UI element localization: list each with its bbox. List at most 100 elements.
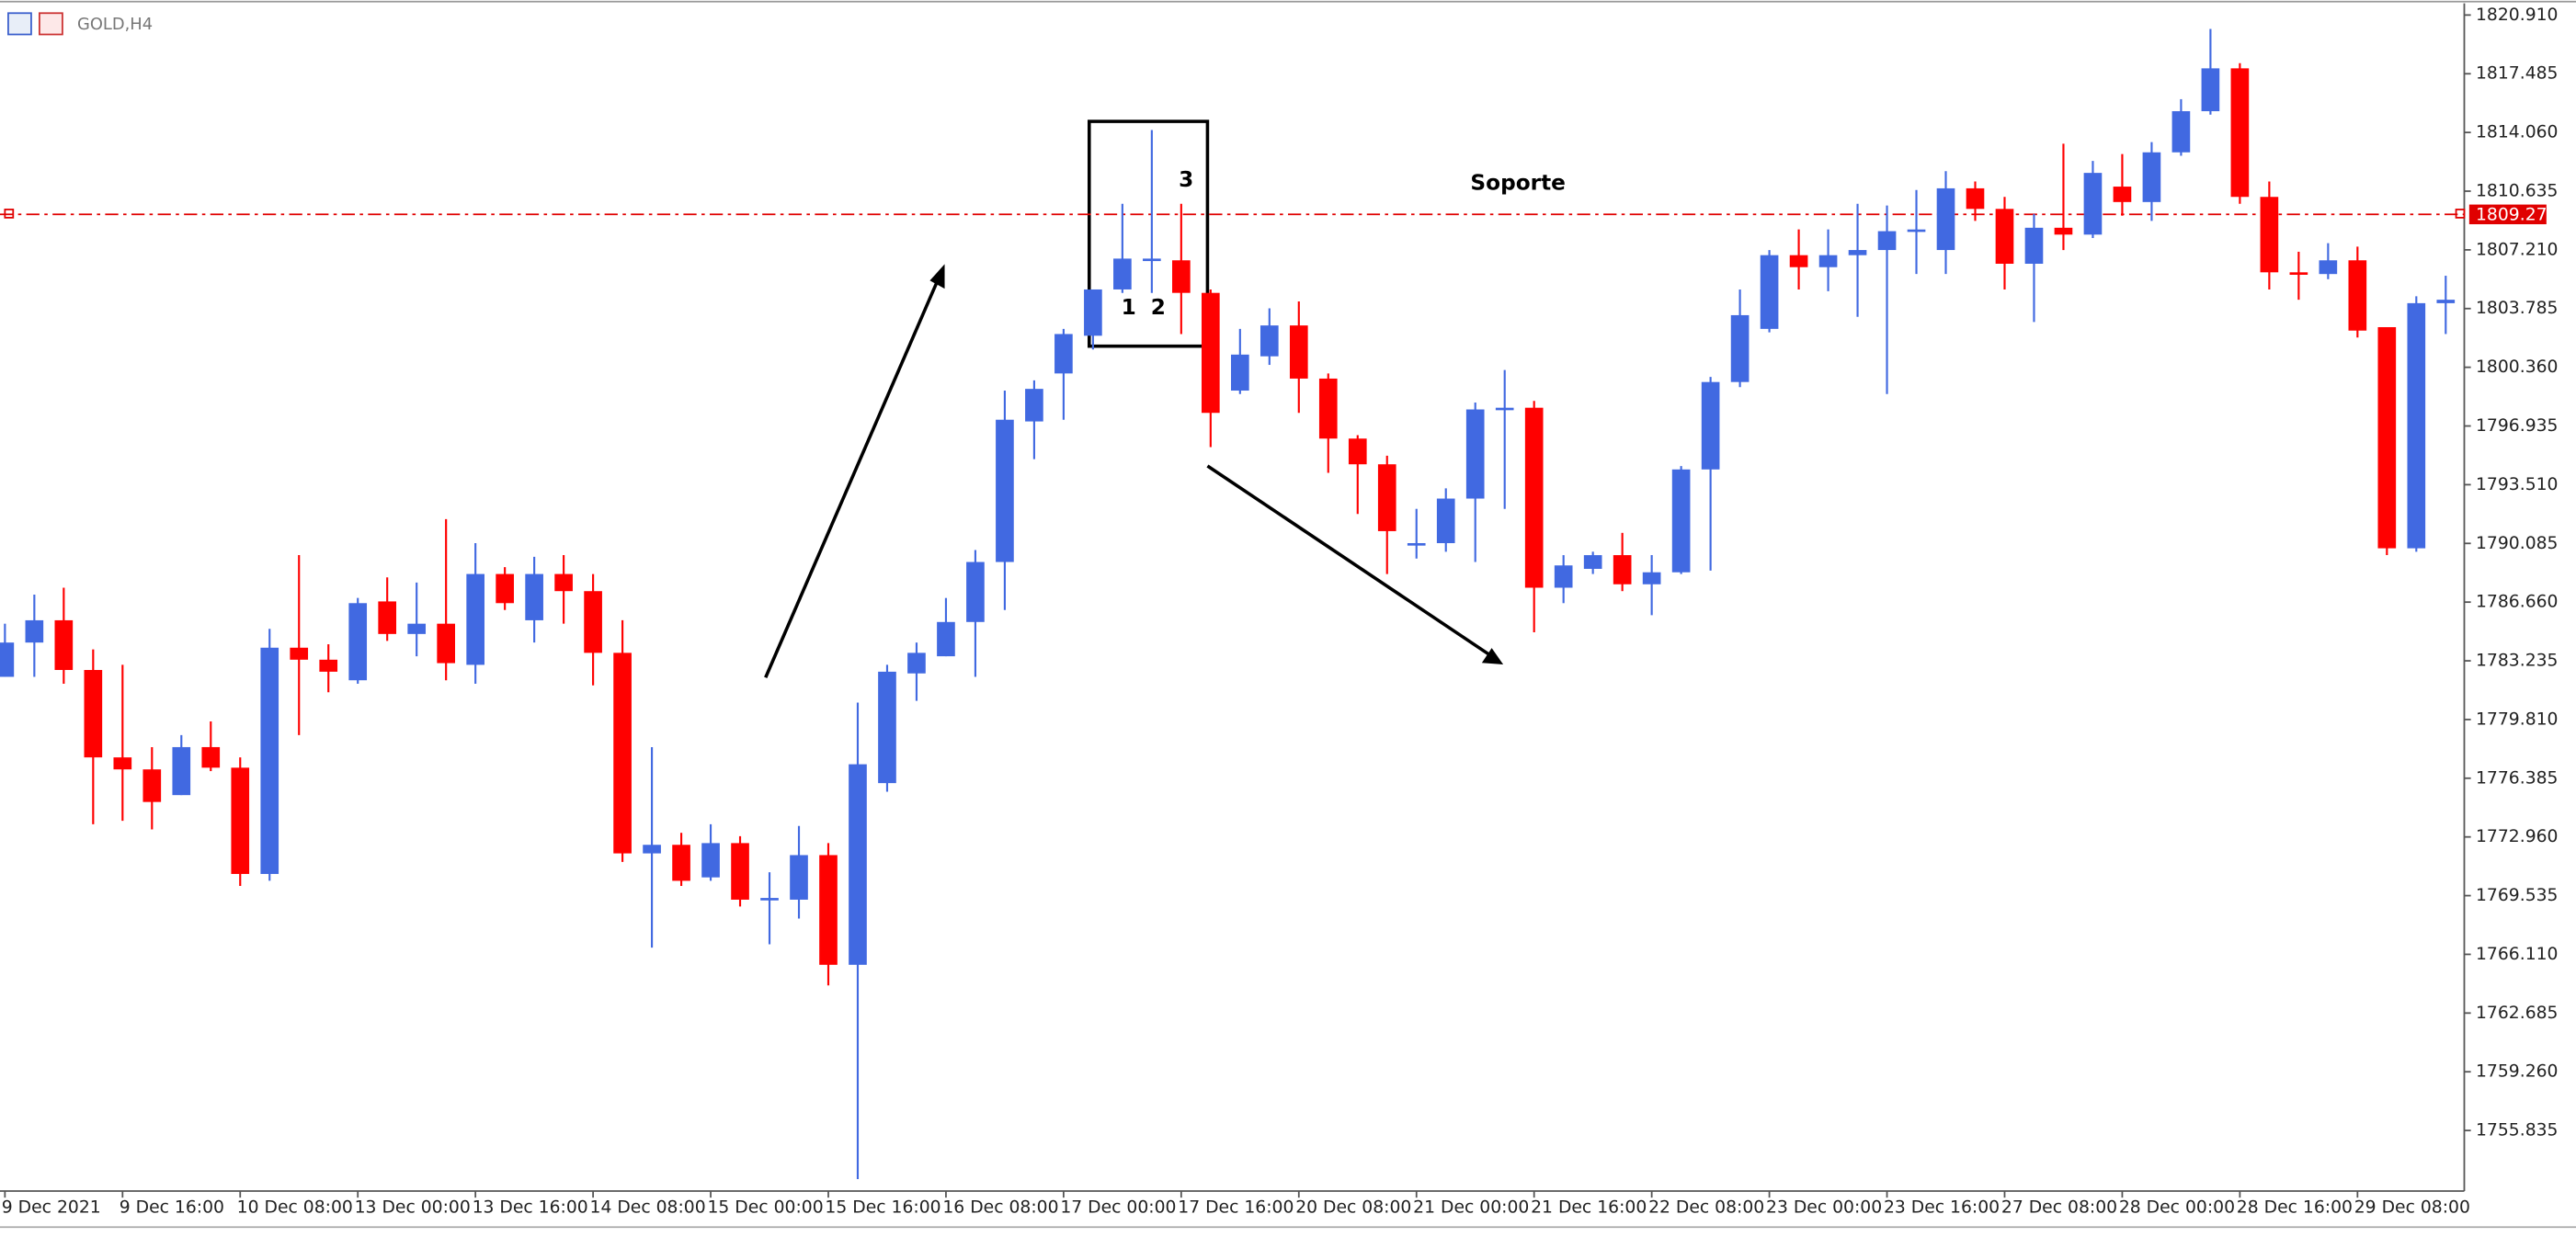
- candle-body: [1524, 407, 1544, 588]
- x-tick-label: 16 Dec 08:00: [942, 1197, 1058, 1217]
- candle-body: [201, 746, 221, 768]
- candle-body: [584, 591, 602, 653]
- y-tick-label: 1755.835: [2476, 1121, 2559, 1141]
- candle-body: [1995, 209, 2014, 264]
- candle-body: [790, 855, 808, 900]
- y-tick-label: 1783.235: [2476, 652, 2559, 671]
- candle-body: [1789, 255, 1808, 267]
- x-tick-label: 15 Dec 16:00: [825, 1197, 940, 1217]
- candle-body: [1613, 555, 1632, 584]
- candle-body: [1760, 255, 1779, 329]
- x-tick-label: 13 Dec 00:00: [355, 1197, 471, 1217]
- y-tick-label: 1766.110: [2476, 945, 2559, 964]
- candle-body: [1113, 258, 1132, 289]
- candle-body: [1202, 292, 1220, 414]
- candle-body: [2289, 272, 2308, 275]
- candle-body: [25, 619, 44, 643]
- candle-body: [2142, 152, 2161, 202]
- y-tick-label: 1793.510: [2476, 475, 2559, 494]
- y-tick-label: 1800.360: [2476, 357, 2559, 377]
- candle-body: [1671, 469, 1691, 573]
- candle-body: [731, 843, 749, 900]
- candle-body: [2113, 187, 2132, 202]
- candle-body: [672, 845, 690, 881]
- chart-icon[interactable]: [7, 12, 32, 36]
- x-tick-label: 21 Dec 16:00: [1531, 1197, 1647, 1217]
- candle-body: [1848, 250, 1867, 255]
- candle-body: [819, 855, 838, 965]
- candle-body: [1554, 565, 1573, 588]
- candle-body: [231, 767, 250, 874]
- candle-body: [1289, 325, 1308, 379]
- x-tick-label: 22 Dec 08:00: [1648, 1197, 1764, 1217]
- candle-body: [1230, 354, 1249, 392]
- candle-body: [260, 647, 279, 874]
- y-tick-label: 1772.960: [2476, 827, 2559, 846]
- candle-body: [1025, 389, 1043, 422]
- y-tick-label: 1759.260: [2476, 1062, 2559, 1082]
- support-marker: [2455, 209, 2466, 219]
- candle-body: [1495, 407, 1514, 411]
- x-tick-label: 29 Dec 08:00: [2354, 1197, 2470, 1217]
- x-tick-label: 14 Dec 08:00: [590, 1197, 706, 1217]
- x-tick-label: 13 Dec 16:00: [473, 1197, 588, 1217]
- candle-body: [2230, 68, 2250, 198]
- candle-body: [1730, 314, 1750, 382]
- candle-body: [1377, 464, 1396, 531]
- candle-body: [113, 757, 132, 770]
- support-marker: [4, 209, 15, 219]
- candle-body: [2260, 197, 2279, 273]
- candle-body: [613, 653, 632, 854]
- x-tick-label: 27 Dec 08:00: [2001, 1197, 2117, 1217]
- annotation: Soporte: [1470, 170, 1566, 195]
- trend-arrow: [1206, 464, 1493, 658]
- x-tick-label: 9 Dec 16:00: [120, 1197, 224, 1217]
- y-tick-label: 1776.385: [2476, 768, 2559, 788]
- candle-body: [1583, 555, 1602, 569]
- candle-body: [84, 670, 103, 758]
- x-tick-label: 20 Dec 08:00: [1295, 1197, 1411, 1217]
- candle-body: [1966, 187, 1985, 210]
- candle-body: [1907, 229, 1926, 233]
- y-tick-label: 1817.485: [2476, 64, 2559, 84]
- candle-body: [407, 623, 427, 634]
- x-tick-label: 10 Dec 08:00: [237, 1197, 353, 1217]
- candle-body: [466, 573, 484, 665]
- candle-body: [348, 603, 368, 681]
- candle-body: [1260, 325, 1279, 357]
- candle-body: [2054, 227, 2073, 235]
- y-tick-label: 1779.810: [2476, 709, 2559, 729]
- candle-body: [290, 647, 309, 660]
- chart-icon[interactable]: [38, 12, 63, 36]
- candle-body: [701, 843, 720, 878]
- candle-body: [2377, 326, 2397, 549]
- candle-body: [437, 623, 455, 664]
- candle-body: [1818, 255, 1838, 267]
- candle-body: [760, 898, 779, 901]
- candle-body: [907, 653, 926, 674]
- candle-body: [1407, 543, 1426, 546]
- candle-body: [1143, 258, 1161, 262]
- candle-body: [554, 573, 573, 592]
- candle-body: [378, 601, 397, 634]
- x-tick-label: 9 Dec 2021: [2, 1197, 101, 1217]
- y-tick-label: 1796.935: [2476, 416, 2559, 436]
- chart-title: GOLD,H4: [77, 15, 153, 34]
- arrow-head: [929, 264, 945, 289]
- y-tick-label: 1814.060: [2476, 123, 2559, 142]
- arrow-head: [1481, 648, 1504, 664]
- candle-body: [54, 619, 74, 671]
- candle-body: [1465, 409, 1485, 499]
- candle-body: [1318, 378, 1338, 439]
- y-tick-label: 1803.785: [2476, 299, 2559, 318]
- candle-body: [2348, 260, 2367, 331]
- candle-body: [1348, 438, 1367, 465]
- candle-body: [2436, 300, 2456, 303]
- candle-body: [1054, 334, 1073, 374]
- x-tick-label: 23 Dec 00:00: [1766, 1197, 1882, 1217]
- candle-body: [996, 419, 1014, 562]
- y-tick-label: 1762.685: [2476, 1004, 2559, 1023]
- support-label: 1809.279: [2476, 206, 2559, 225]
- candle-body: [496, 573, 514, 604]
